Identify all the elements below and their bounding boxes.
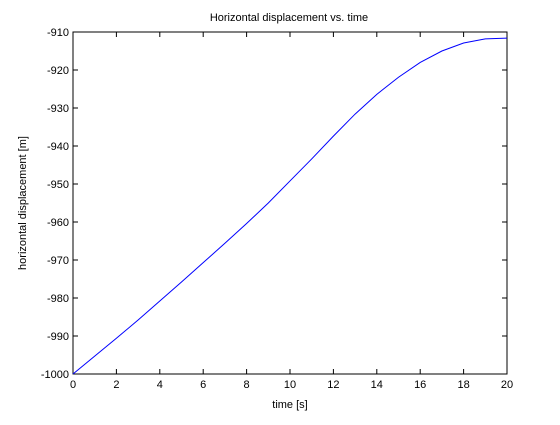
y-tick-label: -970 [47,255,69,267]
x-tick-label: 0 [70,379,76,391]
y-tick-label: -910 [47,27,69,39]
y-tick-label: -940 [47,141,69,153]
x-tick-label: 10 [284,379,296,391]
y-tick-label: -920 [47,65,69,77]
y-tick-label: -950 [47,179,69,191]
y-tick-label: -990 [47,331,69,343]
x-tick-label: 14 [371,379,383,391]
x-tick-label: 20 [501,379,513,391]
x-axis-label: time [s] [272,399,307,411]
plot-area [72,31,508,375]
y-tick-label: -960 [47,217,69,229]
y-tick-label: -930 [47,103,69,115]
series-layer [72,37,508,375]
x-axis-ticks: 0 2 4 6 8 10 12 14 16 18 20 [70,32,513,391]
x-tick-label: 16 [414,379,426,391]
x-tick-label: 8 [244,379,250,391]
x-tick-label: 2 [113,379,119,391]
series-line [72,37,508,375]
y-tick-label: -980 [47,293,69,305]
y-tick-label: -1000 [41,369,69,381]
x-tick-label: 4 [157,379,163,391]
y-axis-ticks: -1000 -990 -980 -970 -960 -950 -940 -930 -920 -91… [41,27,507,381]
x-tick-label: 6 [200,379,206,391]
chart-title: Horizontal displacement vs. time [210,12,368,24]
x-tick-label: 18 [457,379,469,391]
y-axis-label: horizontal displacement [m] [17,136,29,270]
x-tick-label: 12 [327,379,339,391]
